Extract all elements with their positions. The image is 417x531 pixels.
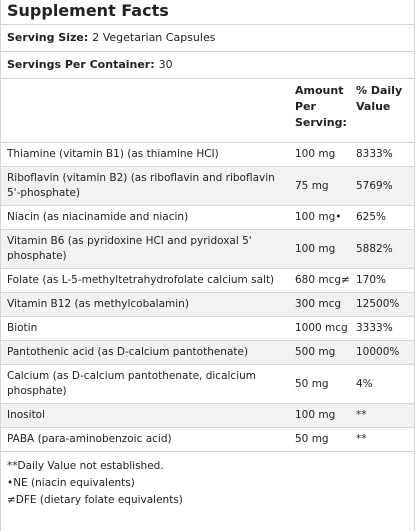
table-row: Pantothenic acid (as D-calcium pantothen… [1,341,414,365]
nutrient-name: Thiamine (vitamin B1) (as thiamine HCI) [7,148,219,160]
nutrient-name: Niacin (as niacinamide and niacin) [7,211,189,223]
nutrient-dv: 3333% [356,322,393,334]
footnote-niacin: •NE (niacin equivalents) [7,477,135,489]
footnotes: **Daily Value not established. •NE (niac… [1,452,414,509]
nutrient-name: Inositol [7,409,46,421]
serving-size-value: 2 Vegetarian Capsules [92,31,216,44]
nutrient-amount: 50 mg [295,377,329,390]
nutrient-name: Vitamin B6 (as pyridoxine HCI and pyrido… [7,235,252,262]
nutrient-name: PABA (para-aminobenzoic acid) [7,433,172,445]
nutrient-amount: 100 mg• [295,211,342,223]
nutrient-amount: 100 mg [295,242,336,255]
header-daily-value: % Daily Value [356,84,403,113]
nutrient-dv: 4% [356,377,373,390]
nutrient-name: Folate (as L-5-methyltetrahydrofolate ca… [7,274,275,286]
nutrient-name: Vitamin B12 (as methylcobalamin) [7,298,189,310]
nutrient-amount: 100 mg [295,409,336,421]
table-row: Folate (as L-5-methyltetrahydrofolate ca… [1,269,414,293]
nutrient-dv: 5769% [356,179,393,192]
nutrient-dv: 10000% [356,346,400,358]
nutrient-amount: 300 mcg [295,298,342,310]
table-row: Niacin (as niacinamide and niacin) 100 m… [1,206,414,230]
table-row: Vitamin B6 (as pyridoxine HCI and pyrido… [1,230,414,269]
nutrient-dv: 5882% [356,242,393,255]
nutrient-dv: 8333% [356,148,393,160]
panel-title: Supplement Facts [1,0,414,25]
nutrient-dv: 12500% [356,298,400,310]
footnote-folate: ≠DFE (dietary folate equivalents) [7,494,183,506]
nutrient-name: Biotin [7,322,38,334]
header-amount: Amount Per Serving: [295,84,347,129]
table-row: Inositol 100 mg ** [1,404,414,428]
nutrient-name: Calcium (as D-calcium pantothenate, dica… [7,370,256,397]
nutrient-dv: 625% [356,211,387,223]
serving-size-row: Serving Size: 2 Vegetarian Capsules [1,25,414,52]
nutrient-amount: 1000 mcg [295,322,348,334]
nutrient-amount: 680 mcg≠ [295,274,350,286]
nutrient-name: Riboflavin (vitamin B2) (as riboflavin a… [7,172,275,199]
servings-per-container-value: 30 [158,58,173,71]
serving-size-label: Serving Size: [7,31,89,44]
nutrient-amount: 50 mg [295,433,329,445]
header-nutrient-col [1,79,289,142]
table-row: Biotin 1000 mcg 3333% [1,317,414,341]
nutrient-amount: 75 mg [295,179,329,192]
servings-per-container-row: Servings Per Container: 30 [1,52,414,79]
nutrient-dv: 170% [356,274,387,286]
table-row: Calcium (as D-calcium pantothenate, dica… [1,365,414,404]
footnote-daily-value: **Daily Value not established. [7,460,164,472]
nutrient-amount: 500 mg [295,346,336,358]
servings-per-container-label: Servings Per Container: [7,58,155,71]
nutrient-name: Pantothenic acid (as D-calcium pantothen… [7,346,249,358]
table-row: Thiamine (vitamin B1) (as thiamine HCI) … [1,143,414,167]
table-row: Riboflavin (vitamin B2) (as riboflavin a… [1,167,414,206]
table-row: Vitamin B12 (as methylcobalamin) 300 mcg… [1,293,414,317]
table-header: Amount Per Serving: % Daily Value [1,79,414,143]
nutrient-amount: 100 mg [295,148,336,160]
nutrient-dv: ** [356,409,367,421]
nutrient-dv: ** [356,433,367,445]
table-row: PABA (para-aminobenzoic acid) 50 mg ** [1,428,414,452]
